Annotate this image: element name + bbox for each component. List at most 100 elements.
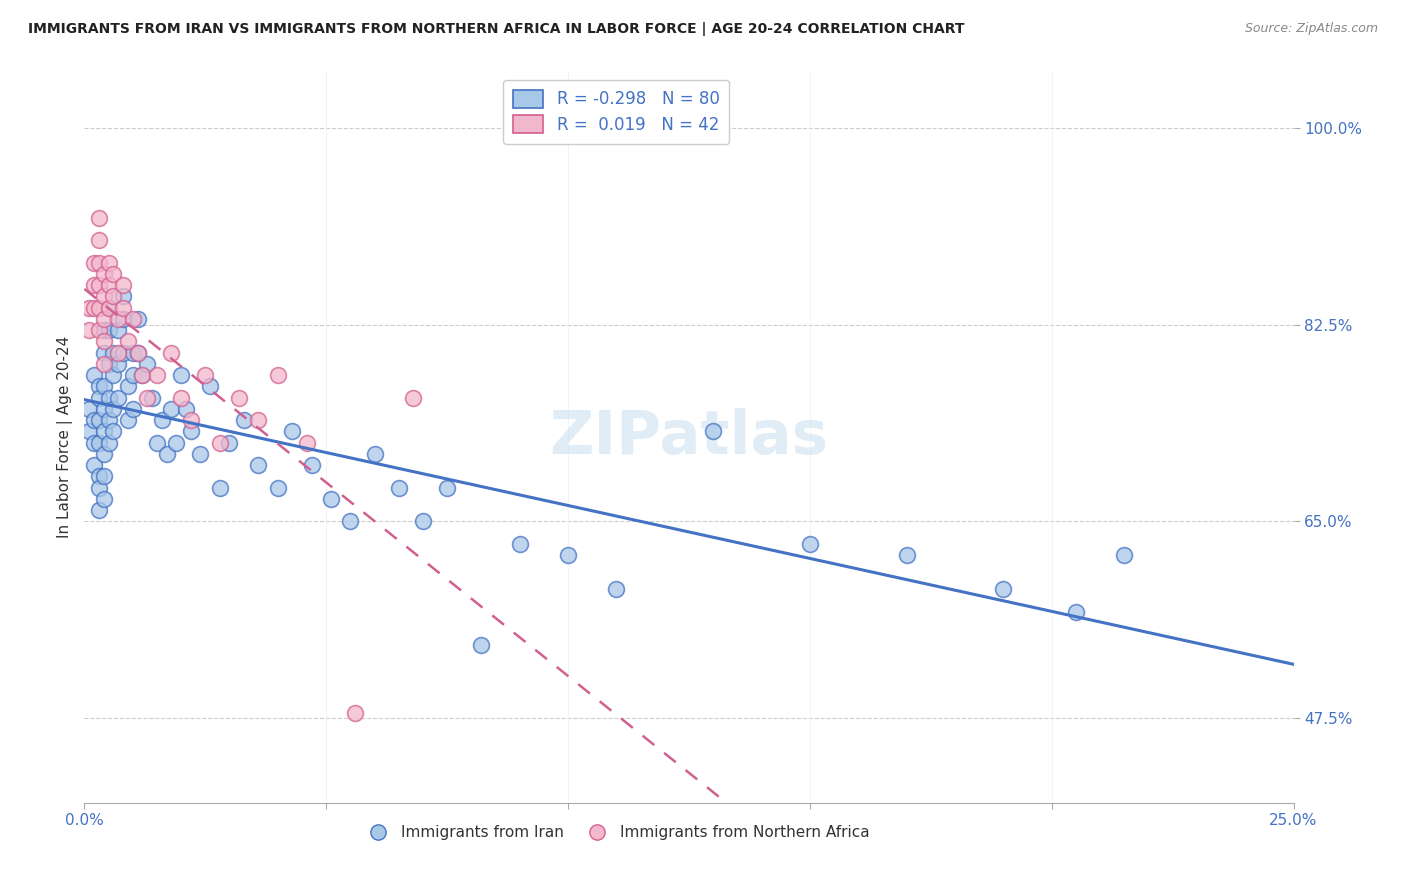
- Point: [93, 469, 115, 483]
- Text: ZIPatlas: ZIPatlas: [550, 408, 828, 467]
- Point: [131, 368, 153, 383]
- Point: [208, 435, 231, 450]
- Point: [301, 458, 323, 473]
- Point: [107, 323, 129, 337]
- Point: [93, 379, 115, 393]
- Point: [77, 401, 100, 416]
- Point: [436, 481, 458, 495]
- Point: [281, 425, 304, 439]
- Point: [208, 481, 231, 495]
- Point: [107, 312, 129, 326]
- Point: [112, 345, 135, 359]
- Point: [87, 413, 110, 427]
- Point: [103, 425, 125, 439]
- Point: [87, 255, 110, 269]
- Point: [93, 323, 115, 337]
- Point: [344, 706, 367, 720]
- Point: [509, 537, 531, 551]
- Point: [363, 447, 385, 461]
- Point: [97, 435, 120, 450]
- Point: [93, 334, 115, 349]
- Point: [97, 301, 120, 315]
- Point: [146, 435, 169, 450]
- Point: [93, 447, 115, 461]
- Point: [557, 548, 579, 562]
- Point: [97, 278, 120, 293]
- Point: [87, 481, 110, 495]
- Point: [194, 368, 217, 383]
- Point: [170, 368, 193, 383]
- Point: [121, 345, 143, 359]
- Point: [150, 413, 173, 427]
- Point: [247, 413, 270, 427]
- Point: [267, 368, 290, 383]
- Point: [93, 267, 115, 281]
- Y-axis label: In Labor Force | Age 20-24: In Labor Force | Age 20-24: [58, 336, 73, 538]
- Point: [97, 413, 120, 427]
- Point: [83, 278, 105, 293]
- Point: [247, 458, 270, 473]
- Point: [319, 491, 342, 506]
- Point: [155, 447, 177, 461]
- Point: [97, 255, 120, 269]
- Point: [87, 391, 110, 405]
- Point: [103, 401, 125, 416]
- Point: [228, 391, 250, 405]
- Point: [702, 425, 724, 439]
- Point: [170, 391, 193, 405]
- Point: [198, 379, 221, 393]
- Point: [103, 368, 125, 383]
- Point: [131, 368, 153, 383]
- Point: [93, 425, 115, 439]
- Point: [112, 312, 135, 326]
- Point: [87, 379, 110, 393]
- Point: [180, 425, 202, 439]
- Point: [93, 401, 115, 416]
- Point: [87, 211, 110, 225]
- Point: [174, 401, 197, 416]
- Point: [295, 435, 318, 450]
- Point: [97, 357, 120, 371]
- Point: [83, 435, 105, 450]
- Point: [103, 289, 125, 303]
- Point: [77, 301, 100, 315]
- Point: [339, 515, 361, 529]
- Point: [117, 413, 139, 427]
- Point: [993, 582, 1015, 596]
- Point: [1114, 548, 1136, 562]
- Point: [127, 345, 149, 359]
- Point: [83, 458, 105, 473]
- Point: [107, 391, 129, 405]
- Point: [103, 345, 125, 359]
- Legend: Immigrants from Iran, Immigrants from Northern Africa: Immigrants from Iran, Immigrants from No…: [357, 819, 876, 847]
- Point: [83, 413, 105, 427]
- Point: [87, 323, 110, 337]
- Point: [799, 537, 821, 551]
- Point: [107, 345, 129, 359]
- Point: [402, 391, 425, 405]
- Point: [146, 368, 169, 383]
- Point: [93, 312, 115, 326]
- Point: [107, 357, 129, 371]
- Text: Source: ZipAtlas.com: Source: ZipAtlas.com: [1244, 22, 1378, 36]
- Point: [112, 278, 135, 293]
- Point: [77, 323, 100, 337]
- Point: [121, 312, 143, 326]
- Point: [121, 368, 143, 383]
- Point: [896, 548, 918, 562]
- Point: [87, 233, 110, 247]
- Point: [233, 413, 256, 427]
- Point: [388, 481, 411, 495]
- Point: [412, 515, 434, 529]
- Point: [112, 289, 135, 303]
- Point: [112, 301, 135, 315]
- Point: [127, 345, 149, 359]
- Point: [97, 301, 120, 315]
- Point: [87, 435, 110, 450]
- Point: [160, 345, 183, 359]
- Point: [83, 255, 105, 269]
- Point: [83, 368, 105, 383]
- Point: [87, 301, 110, 315]
- Point: [117, 379, 139, 393]
- Point: [127, 312, 149, 326]
